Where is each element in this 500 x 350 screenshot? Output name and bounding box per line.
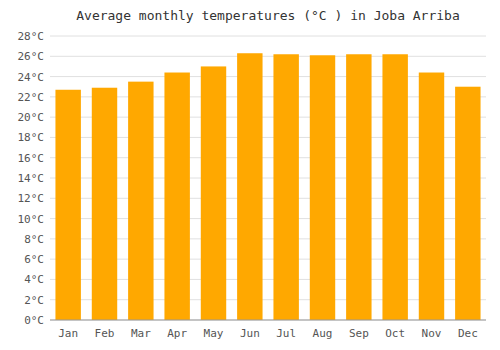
x-tick-label: Dec: [458, 327, 478, 340]
bar: [55, 90, 80, 320]
grid-line: [50, 320, 486, 321]
x-tick-label: Jul: [276, 327, 296, 340]
bar: [201, 66, 226, 320]
y-tick-label: 22°C: [18, 91, 45, 104]
bar: [273, 54, 298, 320]
bar: [164, 73, 189, 320]
y-tick-label: 10°C: [18, 213, 45, 226]
x-tick-label: Apr: [167, 327, 187, 340]
x-axis-line: [50, 320, 486, 321]
x-tick-label: Jan: [58, 327, 78, 340]
y-tick-label: 12°C: [18, 192, 45, 205]
grid-line: [50, 36, 486, 37]
x-tick-label: Nov: [422, 327, 442, 340]
bar: [346, 54, 371, 320]
x-tick-label: Jun: [240, 327, 260, 340]
y-tick-label: 16°C: [18, 152, 45, 165]
y-tick-label: 2°C: [24, 294, 44, 307]
y-tick-label: 24°C: [18, 71, 45, 84]
x-tick-label: Aug: [313, 327, 333, 340]
chart: Average monthly temperatures (°C ) in Jo…: [0, 0, 500, 350]
bar: [310, 55, 335, 320]
y-axis: 0°C 2°C 4°C 6°C 8°C 10°C 12°C 14°C 16°C 18°C 20°C 2…: [18, 30, 487, 327]
y-tick-label: 14°C: [18, 172, 45, 185]
y-tick-label: 0°C: [24, 314, 44, 327]
y-tick-label: 20°C: [18, 111, 45, 124]
x-tick-label: Feb: [95, 327, 115, 340]
x-tick-label: Oct: [385, 327, 405, 340]
y-tick-label: 6°C: [24, 253, 44, 266]
bar: [92, 88, 117, 320]
y-tick-label: 4°C: [24, 273, 44, 286]
bars: [55, 53, 480, 320]
grid-line: [50, 56, 486, 57]
bar: [237, 53, 262, 320]
title: Average monthly temperatures (°C ) in Jo…: [76, 8, 460, 23]
y-tick-label: 26°C: [18, 50, 45, 63]
x-tick-label: Mar: [131, 327, 151, 340]
bar: [419, 73, 444, 320]
y-tick-label: 18°C: [18, 131, 45, 144]
x-tick-label: Sep: [349, 327, 369, 340]
bar: [455, 87, 480, 320]
y-tick-label: 28°C: [18, 30, 45, 43]
bar: [128, 82, 153, 320]
y-tick-label: 8°C: [24, 233, 44, 246]
bar: [382, 54, 407, 320]
x-axis: Jan Feb Mar Apr May Jun Jul Aug Sep Oct Nov Dec: [58, 327, 478, 340]
x-tick-label: May: [204, 327, 224, 340]
